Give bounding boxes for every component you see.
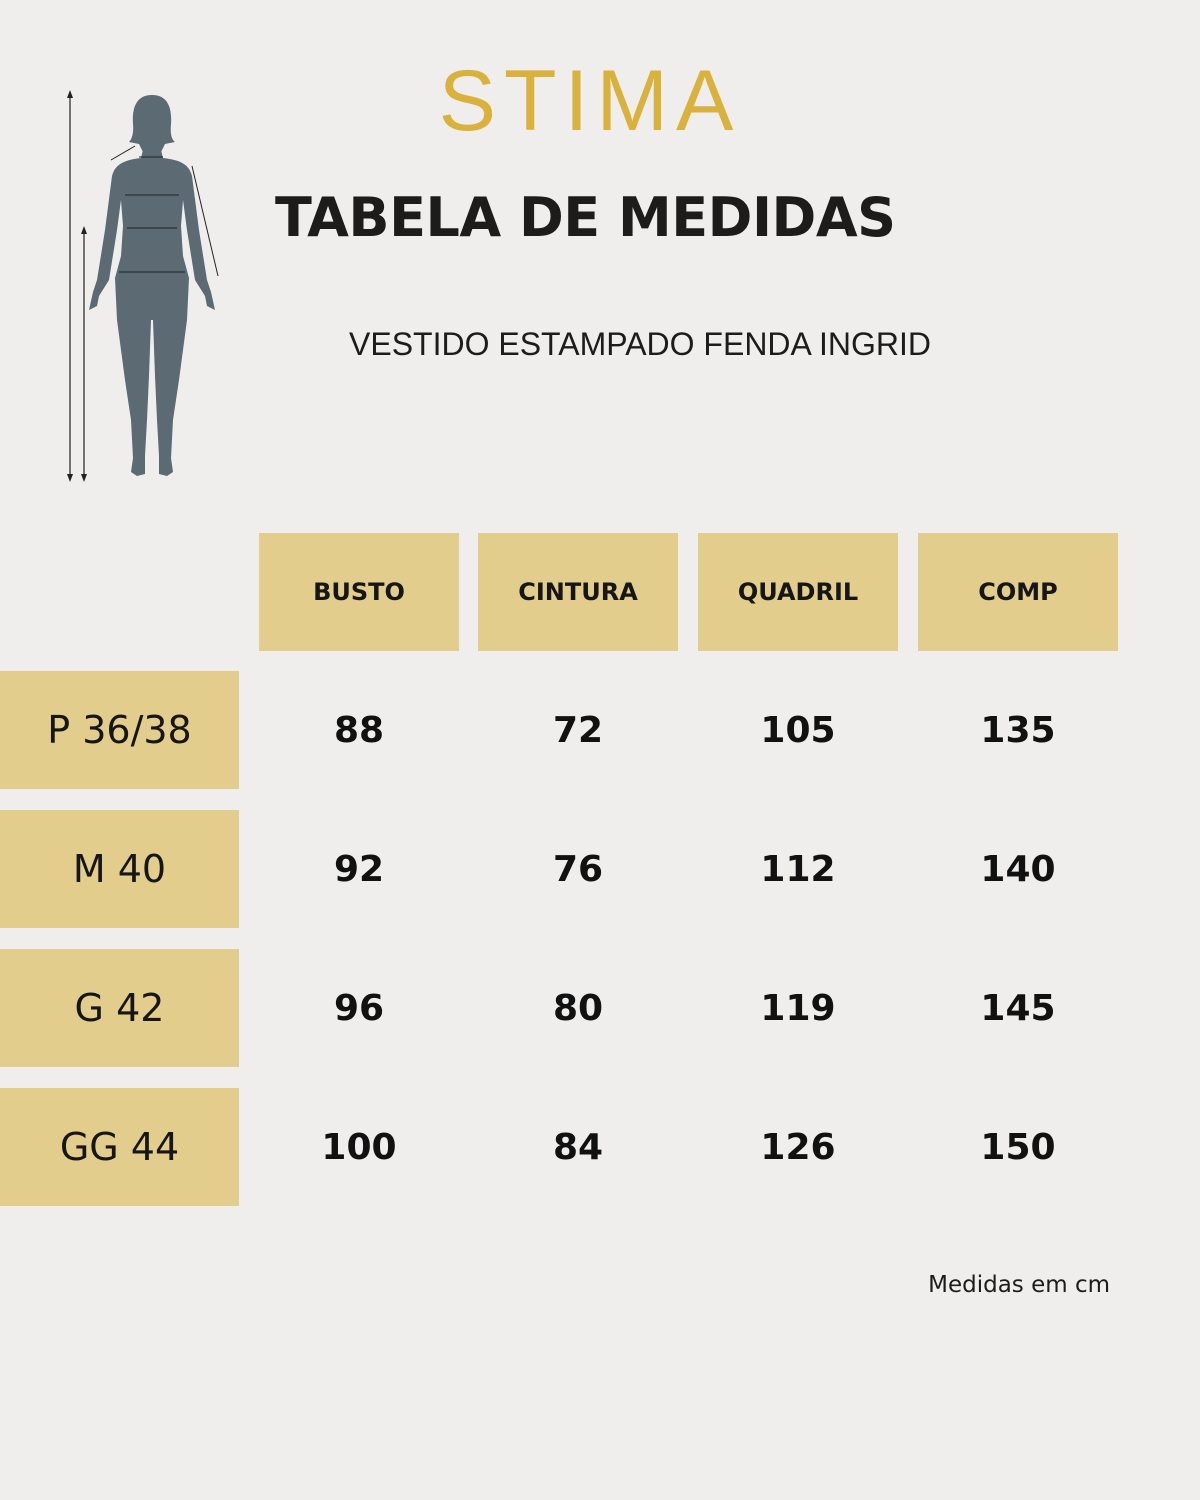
table-cell: 150 — [980, 1126, 1056, 1168]
table-cell: 105 — [760, 709, 836, 751]
table-cell: 92 — [333, 848, 385, 890]
table-cell: 112 — [760, 848, 836, 890]
table-cell: 145 — [980, 987, 1056, 1029]
table-cell: 126 — [760, 1126, 836, 1168]
table-cell: 88 — [333, 709, 385, 751]
column-header-comp: COMP — [918, 533, 1118, 651]
column-header-busto: BUSTO — [259, 533, 459, 651]
size-label: GG 44 — [0, 1088, 239, 1206]
brand-logo: STIMA — [438, 53, 742, 149]
table-cell: 84 — [552, 1126, 604, 1168]
table-cell: 135 — [980, 709, 1056, 751]
size-label: M 40 — [0, 810, 239, 928]
page-title: TABELA DE MEDIDAS — [275, 186, 896, 249]
units-note: Medidas em cm — [928, 1272, 1110, 1298]
column-header-quadril: QUADRIL — [698, 533, 898, 651]
table-cell: 100 — [321, 1126, 397, 1168]
body-measurement-figure-icon — [67, 90, 219, 482]
column-header-cintura: CINTURA — [478, 533, 678, 651]
table-cell: 80 — [552, 987, 604, 1029]
table-cell: 72 — [552, 709, 604, 751]
table-cell: 140 — [980, 848, 1056, 890]
table-cell: 76 — [552, 848, 604, 890]
table-cell: 119 — [760, 987, 836, 1029]
product-name: VESTIDO ESTAMPADO FENDA INGRID — [349, 326, 931, 362]
size-label: P 36/38 — [0, 671, 239, 789]
size-label: G 42 — [0, 949, 239, 1067]
table-cell: 96 — [333, 987, 385, 1029]
